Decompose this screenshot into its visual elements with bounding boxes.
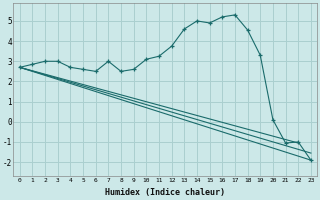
X-axis label: Humidex (Indice chaleur): Humidex (Indice chaleur) [105,188,225,197]
